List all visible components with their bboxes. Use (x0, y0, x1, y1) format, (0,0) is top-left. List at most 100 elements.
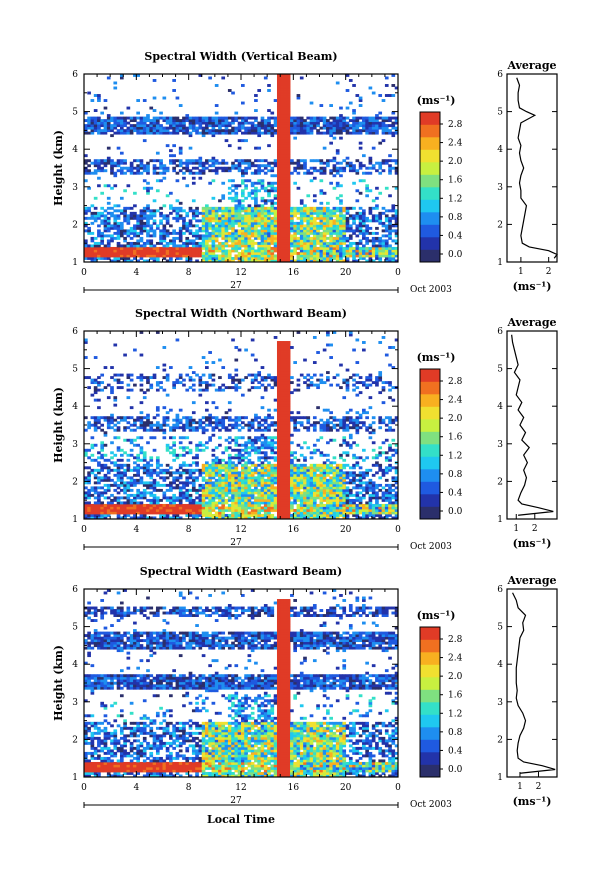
heatmap-cell (358, 219, 363, 223)
heatmap-cell (97, 256, 101, 260)
heatmap-cell (276, 121, 281, 125)
heatmap-cell (250, 131, 255, 135)
heatmap-cell (139, 516, 144, 520)
heatmap-cell (280, 181, 284, 185)
heatmap-cell (365, 124, 369, 128)
heatmap-cell (185, 249, 190, 253)
heatmap-cell (116, 119, 121, 123)
heatmap-cell (352, 216, 356, 220)
heatmap-cell (332, 221, 337, 225)
heatmap-cell (191, 214, 196, 218)
heatmap-cell (358, 161, 363, 165)
heatmap-cell (371, 91, 376, 95)
heatmap-cell (280, 99, 284, 102)
heatmap-cell (218, 234, 222, 238)
heatmap-cell (218, 511, 222, 515)
heatmap-cell (93, 428, 98, 432)
heatmap-cell (244, 161, 248, 165)
heatmap-cell (368, 159, 373, 163)
heatmap-cell (221, 119, 226, 123)
heatmap-cell (100, 131, 105, 135)
heatmap-cell (270, 221, 275, 225)
heatmap-cell (326, 131, 330, 135)
heatmap-cell (191, 508, 196, 512)
heatmap-cell (260, 488, 265, 492)
heatmap-cell (270, 486, 275, 490)
heatmap-cell (250, 461, 255, 465)
heatmap-cell (250, 468, 255, 472)
heatmap-cell (368, 249, 373, 253)
heatmap-cell (290, 159, 294, 163)
heatmap-cell (260, 204, 265, 208)
heatmap-cell (191, 199, 196, 203)
heatmap-cell (276, 134, 281, 138)
heatmap-cell (365, 241, 369, 245)
heatmap-cell (224, 119, 229, 123)
heatmap-cell (378, 221, 383, 225)
heatmap-cell (195, 116, 199, 120)
heatmap-cell (175, 423, 180, 427)
heatmap-cell (299, 121, 304, 125)
heatmap-cell (267, 229, 271, 233)
heatmap-cell (116, 421, 121, 425)
y-axis-label: Height (km) (52, 130, 65, 206)
heatmap-cell (316, 249, 320, 253)
heatmap-cell (355, 129, 360, 133)
heatmap-cell (329, 224, 333, 228)
heatmap-cell (286, 191, 291, 195)
heatmap-cell (129, 171, 134, 175)
heatmap-cell (309, 121, 314, 125)
heatmap-cell (195, 496, 199, 500)
heatmap-cell (218, 478, 222, 482)
heatmap-cell (152, 166, 157, 170)
heatmap-cell (162, 431, 167, 435)
heatmap-cell (241, 498, 245, 502)
heatmap-cell (241, 513, 245, 517)
heatmap-cell (257, 416, 262, 420)
heatmap-cell (270, 421, 275, 425)
heatmap-cell (100, 219, 105, 223)
heatmap-cell (283, 104, 288, 107)
heatmap-cell (237, 221, 242, 225)
heatmap-cell (257, 129, 262, 133)
heatmap-cell (352, 84, 356, 87)
heatmap-cell (116, 473, 121, 477)
heatmap-cell (214, 388, 219, 392)
heatmap-cell (221, 468, 226, 472)
heatmap-cell (247, 483, 252, 487)
heatmap-cell (165, 249, 170, 253)
heatmap-cell (208, 416, 212, 420)
heatmap-cell (136, 493, 140, 497)
heatmap-cell (97, 461, 101, 465)
heatmap-cell (231, 488, 235, 492)
heatmap-cell (155, 506, 160, 510)
heatmap-cell (237, 214, 242, 218)
heatmap-cell (326, 216, 330, 220)
heatmap-cell (93, 246, 98, 250)
heatmap-cell (133, 231, 137, 235)
heatmap-cell (276, 513, 281, 517)
heatmap-cell (260, 249, 265, 253)
heatmap-cell (247, 219, 252, 223)
heatmap-cell (378, 236, 383, 240)
heatmap-cell (123, 418, 127, 422)
heatmap-cell (322, 249, 327, 253)
heatmap-cell (250, 184, 255, 188)
heatmap-cell (339, 249, 343, 253)
heatmap-cell (129, 511, 134, 515)
heatmap-cell (169, 428, 173, 432)
heatmap-cell (273, 466, 278, 470)
heatmap-cell (116, 436, 121, 440)
heatmap-cell (87, 226, 91, 230)
heatmap-cell (276, 164, 281, 168)
heatmap-cell (381, 131, 386, 135)
heatmap-cell (273, 219, 278, 223)
heatmap-cell (276, 124, 281, 128)
heatmap-cell (293, 129, 297, 133)
heatmap-cell (306, 129, 311, 133)
heatmap-cell (286, 194, 291, 198)
heatmap-cell (119, 373, 124, 377)
heatmap-cell (244, 216, 248, 220)
heatmap-cell (221, 493, 226, 497)
heatmap-cell (368, 254, 373, 258)
